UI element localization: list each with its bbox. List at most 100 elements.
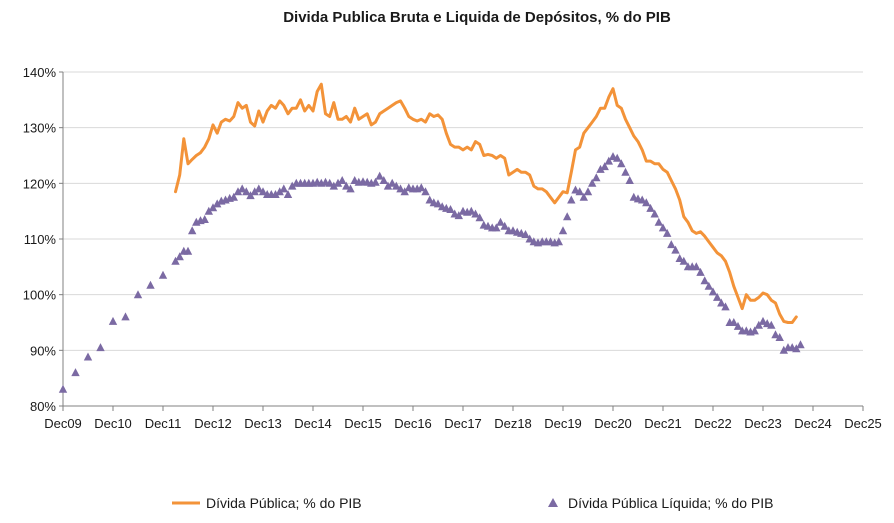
data-point-net-debt	[604, 156, 613, 165]
x-tick-label: Dec16	[394, 416, 432, 431]
data-point-net-debt	[588, 178, 597, 187]
data-point-net-debt	[71, 368, 80, 377]
data-point-net-debt	[229, 192, 238, 201]
data-point-net-debt	[258, 187, 268, 196]
y-tick-label: 140%	[23, 65, 57, 80]
legend-label-net-debt: Dívida Pública Líquida; % do PIB	[568, 495, 773, 511]
data-point-net-debt	[342, 181, 351, 190]
data-point-net-debt	[275, 187, 284, 196]
data-point-net-debt	[188, 226, 197, 235]
legend: Dívida Pública; % do PIB Dívida Pública …	[172, 495, 773, 511]
data-point-net-debt	[383, 181, 393, 190]
data-point-net-debt	[721, 302, 730, 311]
data-point-net-debt	[238, 184, 247, 193]
x-tick-label: Dec11	[145, 416, 182, 431]
data-point-net-debt	[346, 184, 355, 193]
data-point-net-debt	[750, 326, 759, 335]
data-point-net-debt	[467, 206, 476, 215]
data-point-net-debt	[796, 340, 805, 349]
x-tick-label: Dec13	[244, 416, 282, 431]
data-point-net-debt	[667, 240, 676, 249]
data-point-net-debt	[471, 209, 480, 218]
y-tick-label: 130%	[23, 121, 57, 136]
axes	[59, 71, 864, 411]
data-point-net-debt	[563, 212, 572, 221]
data-point-net-debt	[758, 316, 768, 325]
data-point-net-debt	[200, 215, 209, 223]
data-point-net-debt	[454, 211, 463, 220]
data-point-net-debt	[58, 384, 68, 393]
data-point-net-debt	[233, 187, 243, 196]
data-point-net-debt	[204, 206, 213, 215]
data-point-net-debt	[729, 318, 738, 326]
data-point-net-debt	[792, 344, 801, 353]
data-point-net-debt	[642, 198, 651, 207]
data-point-net-debt	[592, 173, 601, 182]
data-point-net-debt	[213, 199, 222, 208]
data-point-net-debt	[283, 190, 293, 198]
data-point-net-debt	[121, 312, 130, 321]
data-point-net-debt	[579, 192, 588, 201]
x-tick-label: Dec23	[744, 416, 782, 431]
data-point-net-debt	[108, 316, 118, 325]
data-point-net-debt	[696, 267, 705, 276]
x-tick-label: Dec12	[194, 416, 232, 431]
data-point-net-debt	[554, 237, 563, 246]
data-point-net-debt	[708, 287, 718, 296]
data-point-net-debt	[158, 270, 168, 279]
data-point-net-debt	[733, 321, 743, 330]
data-point-net-debt	[371, 177, 380, 186]
data-point-net-debt	[583, 187, 593, 196]
data-point-net-debt	[375, 171, 384, 180]
data-point-net-debt	[333, 178, 343, 187]
data-point-net-debt	[700, 276, 709, 285]
data-point-net-debt	[679, 256, 688, 265]
x-tick-label: Dec10	[94, 416, 132, 431]
data-point-net-debt	[567, 195, 576, 204]
data-point-net-debt	[575, 187, 584, 196]
data-point-net-debt	[713, 292, 722, 301]
x-tick-labels: Dec09 Dec10 Dec11 Dec12 Dec13 Dec14 Dec15 Dec16…	[44, 416, 882, 431]
data-point-net-debt	[617, 159, 626, 168]
data-point-net-debt	[208, 203, 218, 212]
data-point-net-debt	[596, 164, 605, 173]
x-tick-label: Dec09	[44, 416, 82, 431]
data-point-net-debt	[246, 191, 255, 200]
data-point-net-debt	[242, 187, 251, 196]
data-point-net-debt	[279, 184, 288, 193]
data-point-net-debt	[671, 245, 680, 254]
data-point-net-debt	[717, 298, 726, 307]
data-point-net-debt	[425, 195, 434, 204]
data-point-net-debt	[446, 205, 455, 213]
data-point-net-debt	[475, 213, 484, 222]
data-point-net-debt	[421, 187, 430, 196]
data-point-net-debt	[388, 178, 397, 187]
data-point-net-debt	[492, 223, 501, 232]
data-point-net-debt	[692, 262, 701, 271]
data-point-net-debt	[171, 256, 180, 265]
data-point-net-debt	[654, 217, 663, 226]
data-point-net-debt	[558, 226, 568, 235]
data-point-net-debt	[663, 228, 672, 237]
data-point-net-debt	[288, 181, 297, 190]
data-point-net-debt	[271, 190, 280, 198]
data-point-net-debt	[500, 221, 509, 230]
data-point-net-debt	[329, 181, 338, 190]
data-point-net-debt	[433, 199, 443, 208]
y-tick-label: 110%	[24, 232, 57, 247]
plot-area	[58, 82, 805, 393]
data-point-net-debt	[704, 281, 713, 290]
data-point-net-debt	[254, 184, 263, 193]
data-point-net-debt	[650, 209, 659, 218]
x-tick-label: Dec14	[294, 416, 332, 431]
data-point-net-debt	[625, 176, 634, 184]
data-point-net-debt	[525, 234, 534, 243]
x-tick-label: Dec21	[644, 416, 682, 431]
x-tick-label: Dec19	[544, 416, 582, 431]
data-point-net-debt	[250, 187, 259, 196]
y-tick-label: 120%	[23, 176, 57, 191]
x-tick-label: Dec15	[344, 416, 382, 431]
data-point-net-debt	[183, 246, 193, 255]
data-point-net-debt	[621, 167, 630, 176]
data-point-net-debt	[767, 320, 776, 329]
